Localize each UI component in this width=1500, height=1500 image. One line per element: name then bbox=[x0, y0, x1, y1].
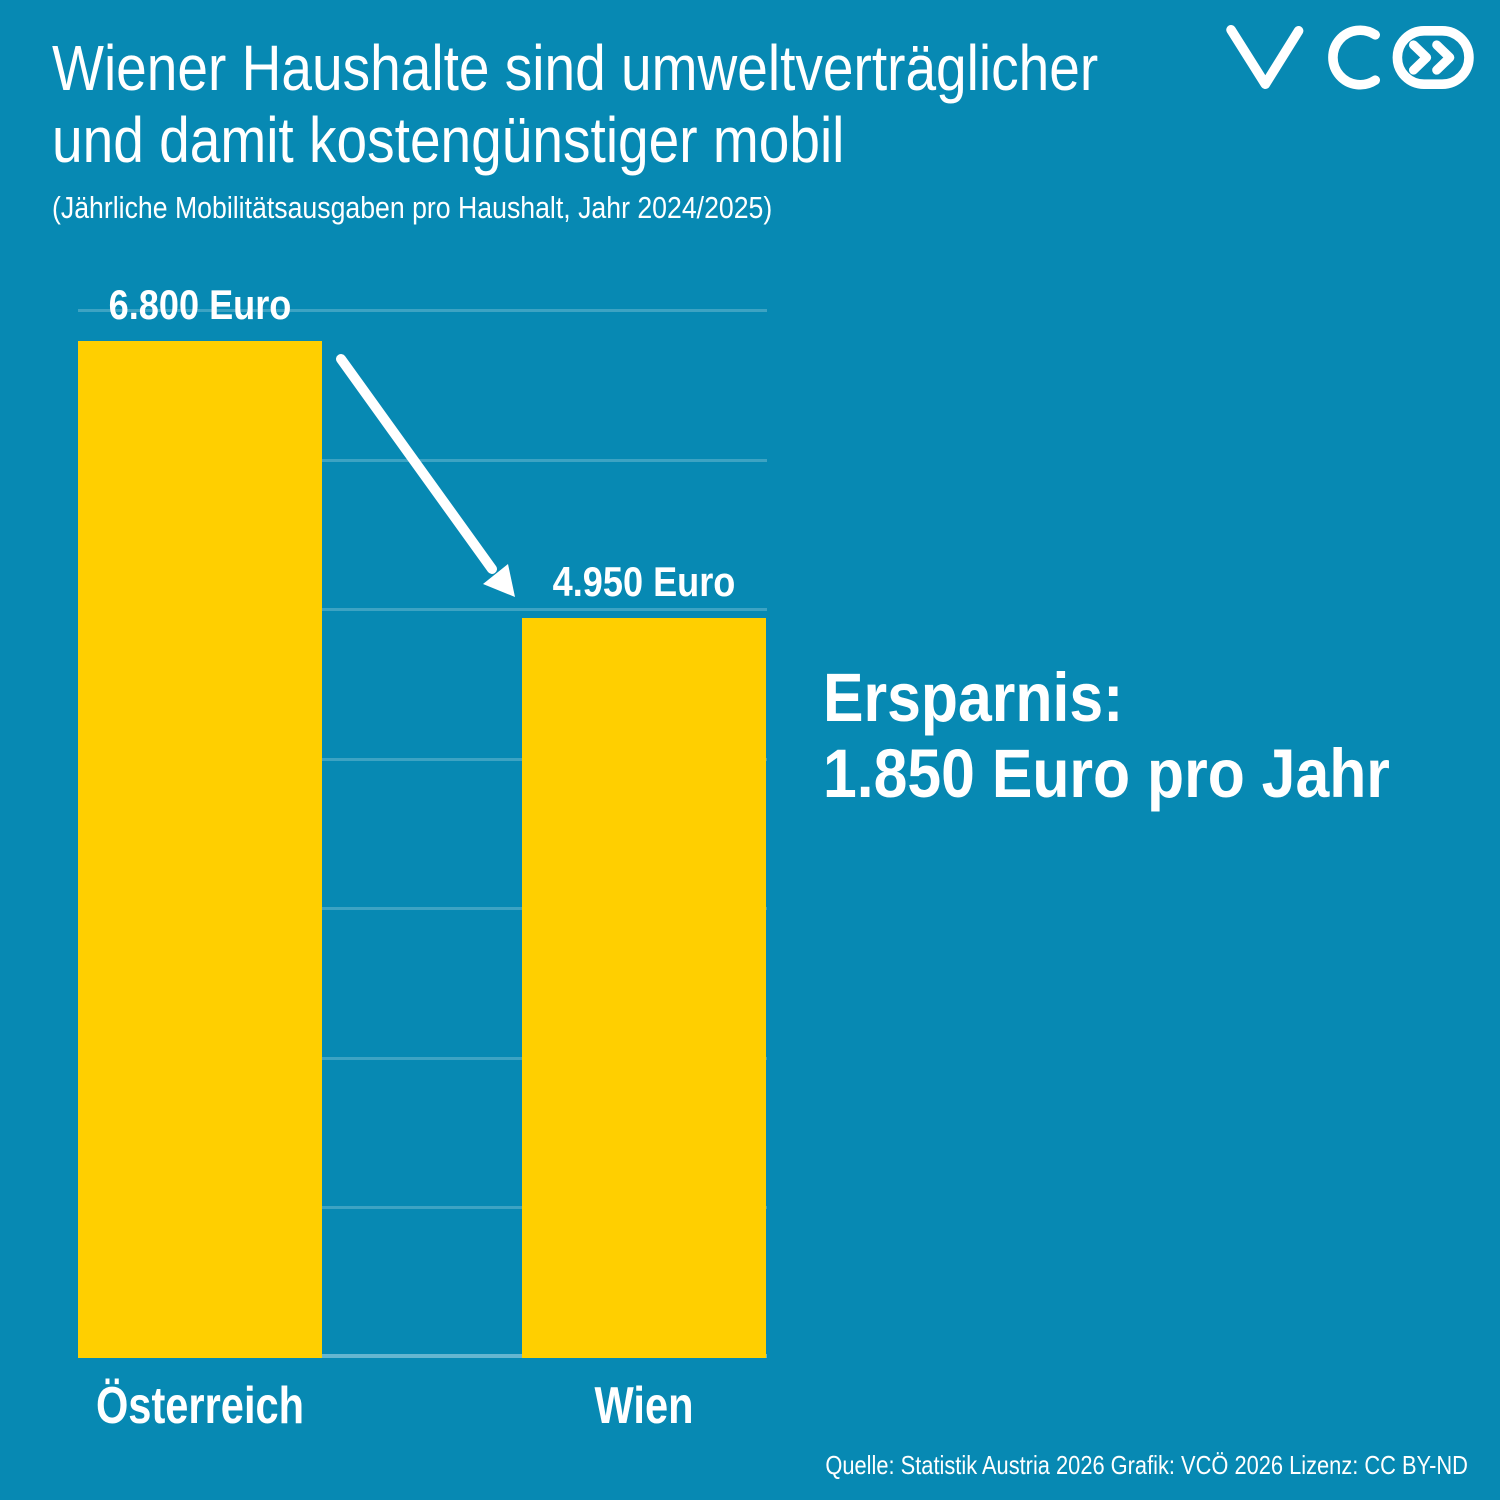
page-title-line2: und damit kostengünstiger mobil bbox=[52, 104, 845, 176]
bar-wien bbox=[522, 617, 766, 1358]
logo-stadium bbox=[1392, 25, 1474, 90]
axis-label-oesterreich: Österreich bbox=[95, 1377, 305, 1435]
logo-chevron-1 bbox=[1408, 40, 1432, 75]
page-title-line1: Wiener Haushalte sind umweltverträgliche… bbox=[52, 32, 1099, 104]
gridline-7000 bbox=[78, 309, 767, 312]
logo-letter-c bbox=[1328, 25, 1380, 90]
x-axis-baseline bbox=[78, 1354, 767, 1358]
bar-value-oesterreich: 6.800 Euro bbox=[108, 280, 292, 328]
page-title: Wiener Haushalte sind umweltverträgliche… bbox=[52, 32, 1098, 176]
plot-area: 6.800 Euro 4.950 Euro bbox=[78, 281, 767, 1358]
logo-letter-v bbox=[1226, 24, 1304, 90]
savings-line2: 1.850 Euro pro Jahr bbox=[823, 735, 1390, 812]
source-credit: Quelle: Statistik Austria 2026 Grafik: V… bbox=[825, 1450, 1468, 1480]
bar-oesterreich bbox=[78, 340, 322, 1358]
gridline-2000 bbox=[78, 1056, 767, 1060]
gridline-3000 bbox=[78, 907, 767, 911]
bar-value-wien: 4.950 Euro bbox=[552, 557, 736, 605]
savings-annotation: Ersparnis: 1.850 Euro pro Jahr bbox=[823, 660, 1390, 812]
savings-line1: Ersparnis: bbox=[823, 659, 1124, 736]
gridline-5000 bbox=[78, 608, 767, 612]
gridline-1000 bbox=[78, 1206, 767, 1210]
vco-logo-icon bbox=[1226, 24, 1474, 90]
logo-chevron-2 bbox=[1432, 40, 1455, 75]
axis-label-wien: Wien bbox=[594, 1377, 694, 1435]
gridline-4000 bbox=[78, 757, 767, 761]
page-subtitle: (Jährliche Mobilitätsausgaben pro Hausha… bbox=[52, 190, 773, 225]
